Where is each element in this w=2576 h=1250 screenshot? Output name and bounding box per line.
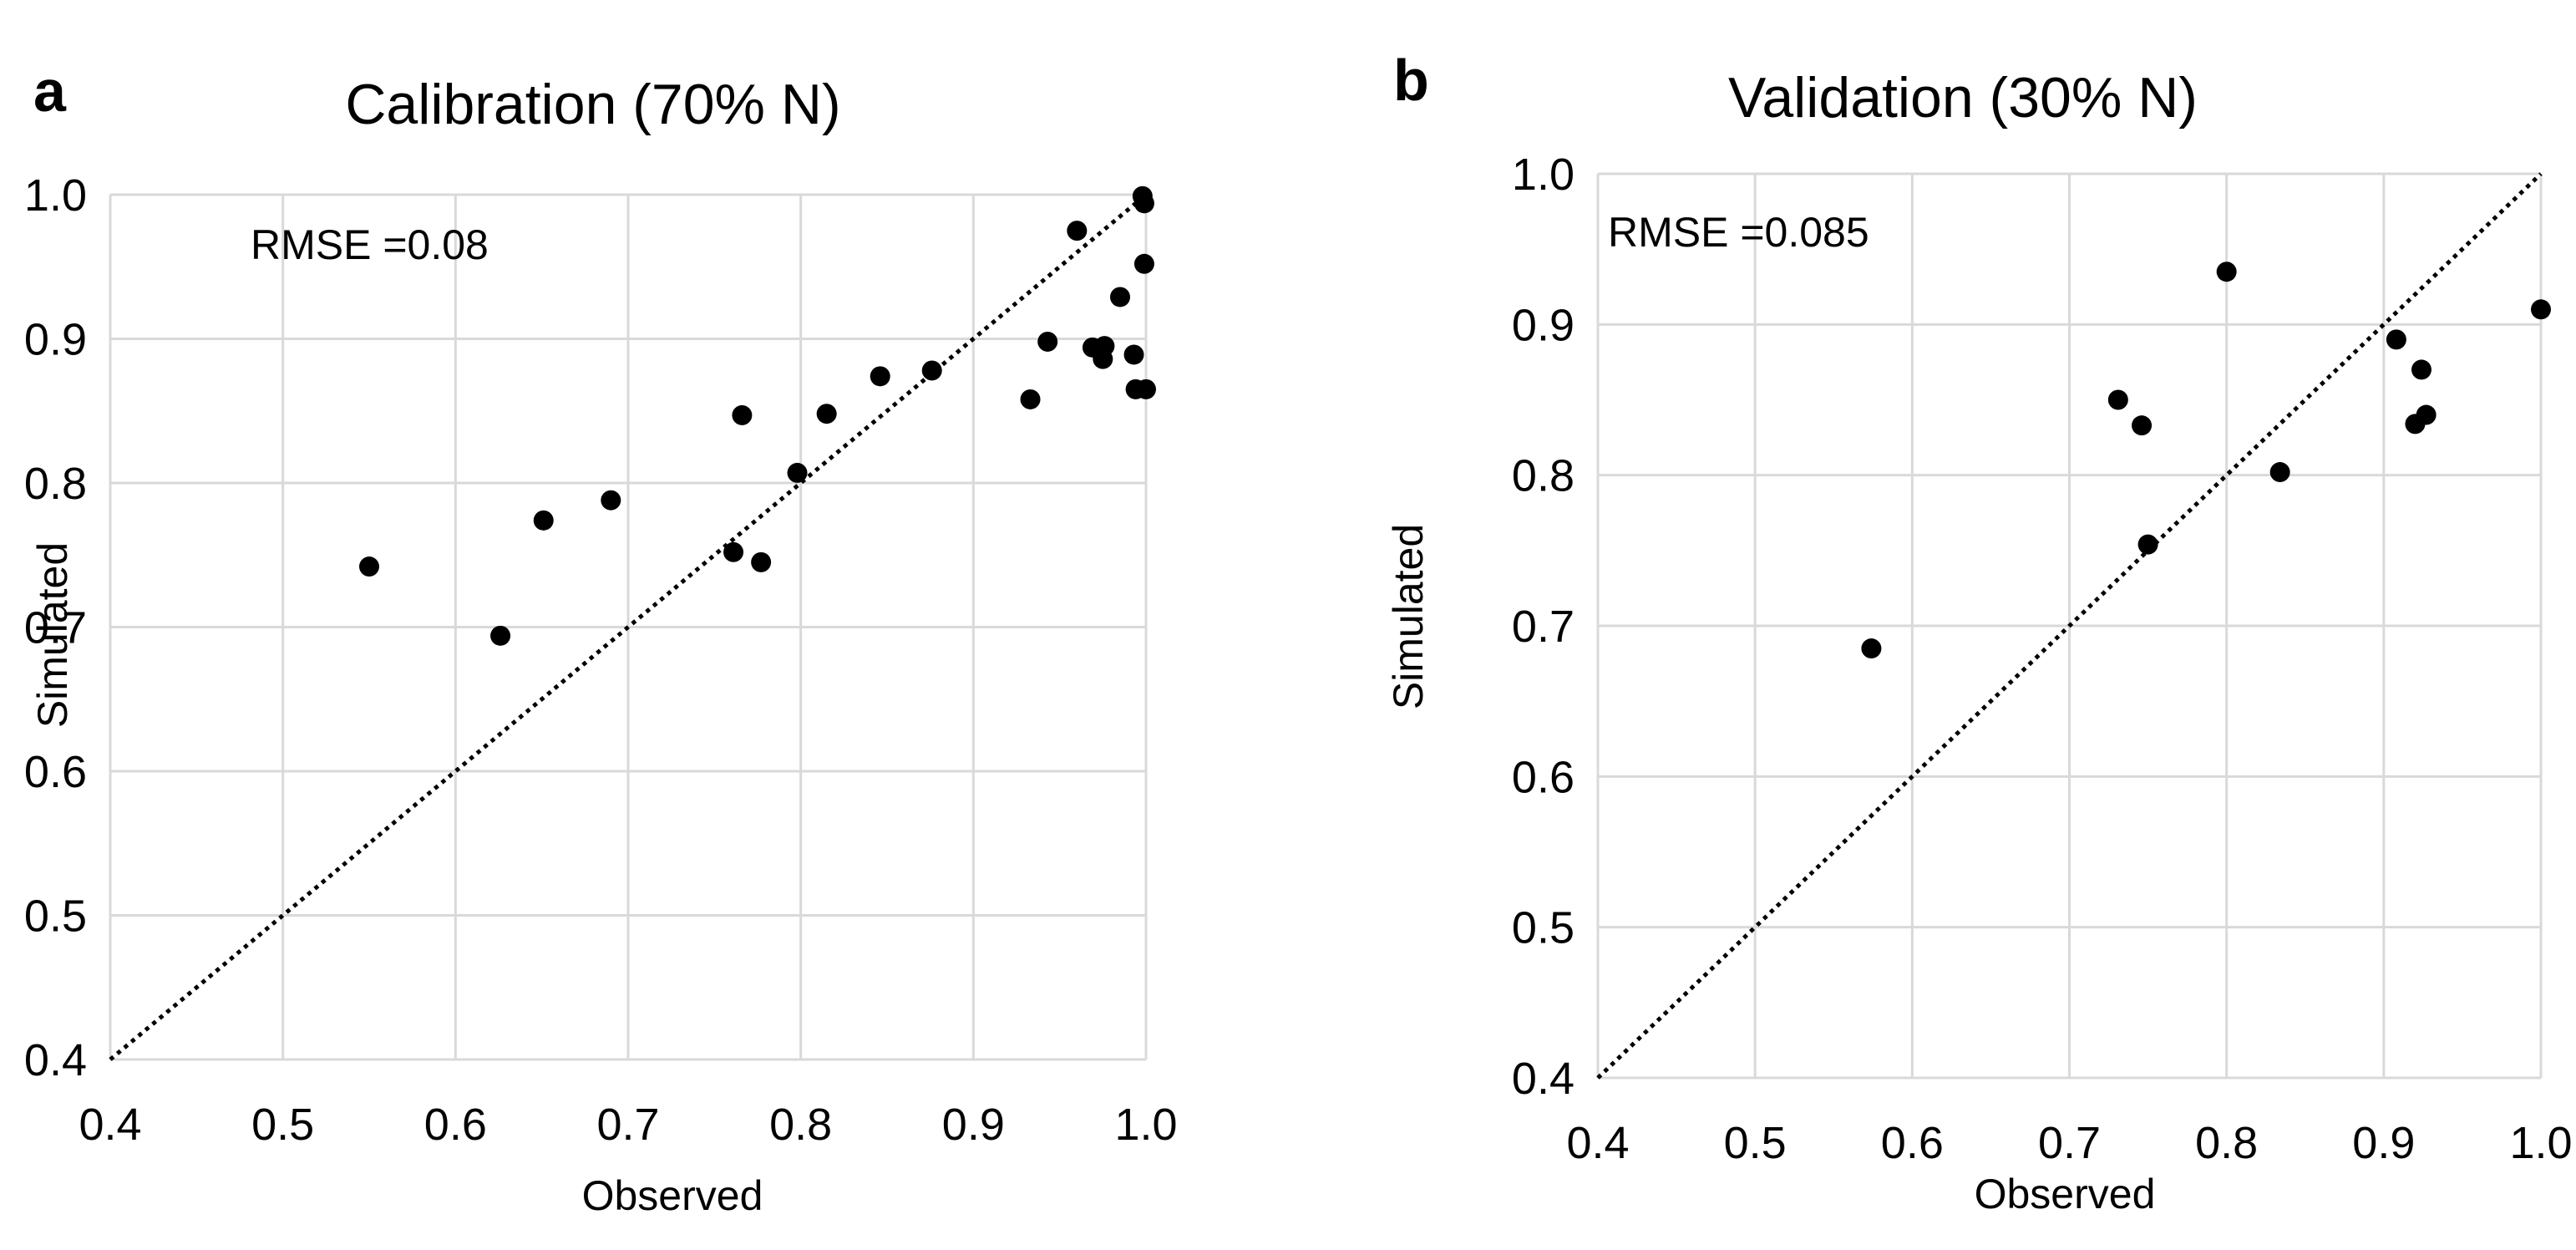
data-point-13 bbox=[1067, 221, 1088, 241]
x-tick-label: 0.9 bbox=[942, 1100, 1005, 1150]
data-point-0 bbox=[359, 556, 379, 577]
x-tick-label: 0.9 bbox=[2352, 1118, 2415, 1168]
y-axis-title: Simulated bbox=[1385, 524, 1432, 709]
data-point-1 bbox=[490, 625, 511, 646]
y-tick-label: 0.8 bbox=[24, 459, 87, 509]
panel-calibration: a Calibration (70% N) 0.4 0.5 0.6 0.7 0.8 0.9… bbox=[24, 58, 1178, 1219]
y-tick-label: 0.6 bbox=[1512, 752, 1575, 802]
x-axis-title: Observed bbox=[1975, 1171, 2156, 1217]
chart-title: Validation (30% N) bbox=[1728, 66, 2198, 130]
x-tick-label: 0.5 bbox=[251, 1100, 314, 1150]
data-point-1 bbox=[2107, 389, 2128, 410]
data-point-23 bbox=[1136, 379, 1156, 399]
y-tick-labels: 0.4 0.5 0.6 0.7 0.8 0.9 1.0 bbox=[24, 170, 87, 1085]
data-point-18 bbox=[1123, 344, 1144, 365]
data-point-10 bbox=[921, 360, 942, 381]
x-tick-labels: 0.4 0.5 0.6 0.7 0.8 0.9 1.0 bbox=[79, 1100, 1177, 1150]
data-point-6 bbox=[2386, 329, 2406, 350]
y-tick-label: 0.9 bbox=[24, 315, 87, 365]
y-tick-label: 0.5 bbox=[24, 892, 87, 942]
y-tick-label: 0.8 bbox=[1512, 451, 1575, 501]
y-tick-label: 0.7 bbox=[24, 603, 87, 653]
y-tick-label: 0.9 bbox=[1512, 300, 1575, 350]
data-point-0 bbox=[1861, 638, 1882, 659]
data-point-8 bbox=[816, 404, 837, 424]
x-tick-label: 0.4 bbox=[79, 1100, 141, 1150]
data-point-4 bbox=[723, 541, 744, 562]
y-tick-label: 0.7 bbox=[1512, 602, 1575, 652]
y-tick-label: 1.0 bbox=[24, 170, 87, 221]
data-point-9 bbox=[2416, 404, 2437, 425]
x-tick-label: 0.6 bbox=[1881, 1118, 1944, 1168]
data-point-3 bbox=[2137, 534, 2158, 555]
x-tick-label: 0.4 bbox=[1566, 1118, 1629, 1168]
x-axis-title: Observed bbox=[582, 1172, 763, 1219]
x-tick-labels: 0.4 0.5 0.6 0.7 0.8 0.9 1.0 bbox=[1566, 1118, 2572, 1168]
data-point-21 bbox=[1133, 193, 1154, 214]
data-point-12 bbox=[1037, 331, 1058, 352]
y-tick-label: 1.0 bbox=[1512, 150, 1575, 200]
data-points bbox=[359, 185, 1156, 646]
x-tick-label: 0.5 bbox=[1724, 1118, 1787, 1168]
x-tick-label: 0.7 bbox=[596, 1100, 659, 1150]
data-point-10 bbox=[2531, 299, 2551, 320]
y-tick-label: 0.5 bbox=[1512, 903, 1575, 953]
rmse-annotation: RMSE =0.085 bbox=[1608, 209, 1869, 256]
panel-validation: b Validation (30% N) 0.4 0.5 0.6 0.7 0.8 0.9 1… bbox=[1385, 48, 2573, 1217]
data-point-7 bbox=[787, 462, 808, 483]
data-point-6 bbox=[751, 551, 772, 572]
data-point-11 bbox=[1020, 389, 1041, 409]
panel-label: b bbox=[1393, 48, 1429, 113]
x-tick-label: 0.8 bbox=[769, 1100, 832, 1150]
panel-label: a bbox=[33, 58, 67, 124]
data-point-16 bbox=[1094, 336, 1115, 357]
x-tick-label: 0.7 bbox=[2038, 1118, 2101, 1168]
data-point-5 bbox=[2269, 462, 2290, 483]
data-point-2 bbox=[533, 510, 554, 531]
data-points bbox=[1861, 262, 2551, 659]
data-point-5 bbox=[732, 404, 753, 425]
x-tick-label: 0.6 bbox=[424, 1100, 487, 1150]
x-tick-label: 1.0 bbox=[1114, 1100, 1177, 1150]
data-point-2 bbox=[2132, 415, 2153, 436]
one-to-one-line bbox=[1596, 172, 2543, 1080]
rmse-annotation: RMSE =0.08 bbox=[251, 221, 489, 268]
data-point-3 bbox=[601, 490, 621, 511]
data-point-9 bbox=[870, 366, 890, 387]
y-axis-title: Simulated bbox=[29, 542, 76, 728]
x-tick-label: 0.8 bbox=[2195, 1118, 2258, 1168]
data-point-4 bbox=[2216, 262, 2237, 282]
y-tick-labels: 0.4 0.5 0.6 0.7 0.8 0.9 1.0 bbox=[1512, 150, 1575, 1104]
data-point-8 bbox=[2411, 359, 2431, 380]
y-tick-label: 0.4 bbox=[24, 1035, 87, 1085]
x-tick-label: 1.0 bbox=[2509, 1118, 2572, 1168]
data-point-22 bbox=[1133, 253, 1154, 274]
one-to-one-line bbox=[109, 193, 1148, 1061]
data-point-17 bbox=[1110, 287, 1130, 307]
y-tick-label: 0.6 bbox=[24, 747, 87, 797]
y-tick-label: 0.4 bbox=[1512, 1054, 1575, 1104]
chart-title: Calibration (70% N) bbox=[345, 73, 840, 136]
